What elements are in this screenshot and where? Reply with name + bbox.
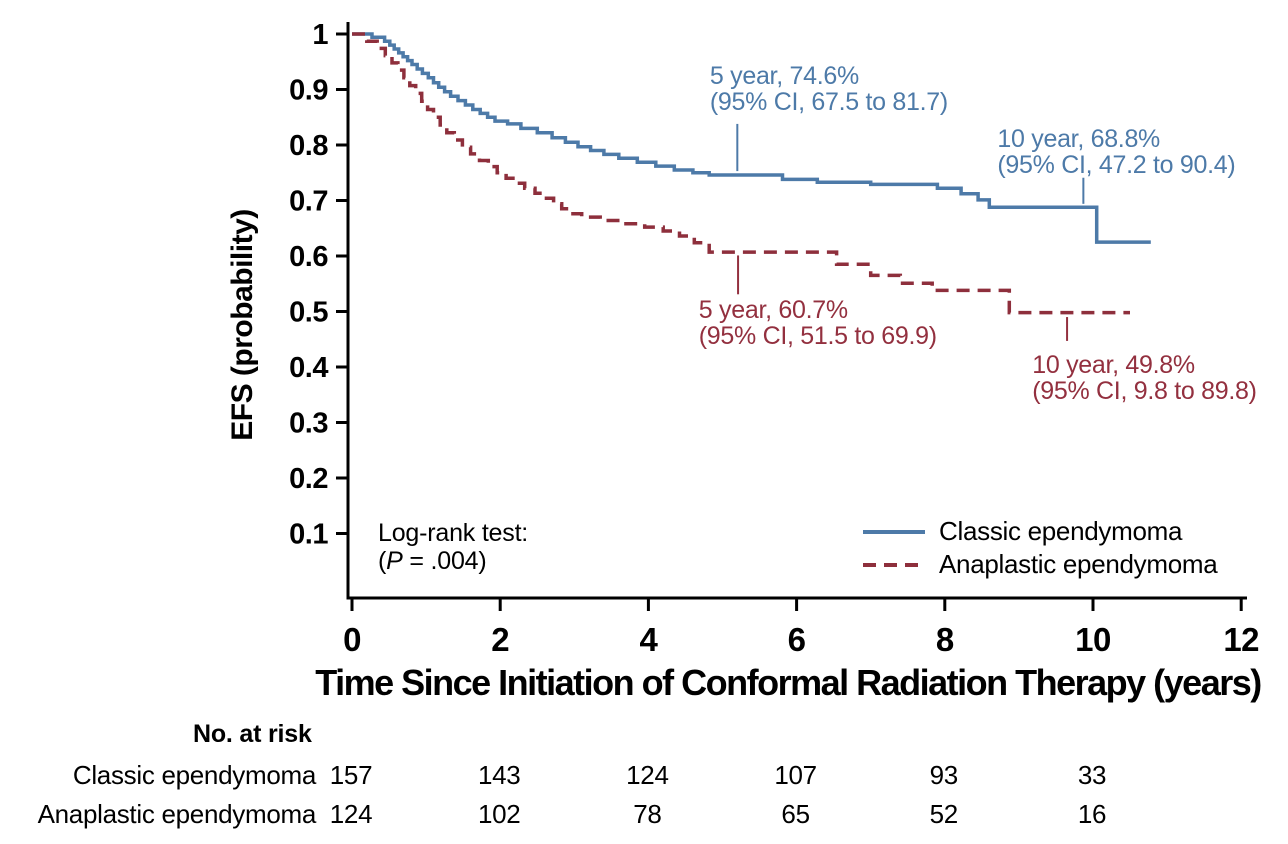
- classic-line-sample: [863, 529, 925, 534]
- risk-value: 52: [929, 799, 959, 829]
- annotation-line: (95% CI, 9.8 to 89.8): [1032, 377, 1257, 405]
- y-tick-label: 0.8: [289, 130, 328, 162]
- risk-value: 93: [929, 760, 959, 790]
- legend-item-anaplastic: Anaplastic ependymoma: [863, 548, 1218, 581]
- logrank-line1: Log-rank test:: [378, 519, 529, 547]
- annotation-line: 10 year, 68.8%: [997, 125, 1160, 154]
- x-tick-label: 12: [1223, 621, 1259, 658]
- annotation-line: (95% CI, 51.5 to 69.9): [698, 322, 937, 351]
- risk-value: 107: [774, 760, 817, 790]
- annotation-0: 5 year, 74.6% (95% CI, 67.5 to 81.7): [710, 63, 948, 115]
- x-tick-label: 4: [639, 621, 658, 658]
- risk-value: 78: [633, 799, 662, 829]
- x-tick-label: 8: [936, 621, 954, 658]
- x-tick-label: 10: [1075, 621, 1111, 658]
- y-tick-label: 0.1: [289, 519, 328, 551]
- x-tick-label: 2: [491, 621, 509, 658]
- classic-curve: [352, 32, 1151, 244]
- risk-value: 157: [329, 760, 373, 790]
- annotation-2: 5 year, 60.7% (95% CI, 51.5 to 69.9): [699, 297, 937, 349]
- y-tick-label: 0.7: [289, 186, 328, 218]
- risk-row-label-anaplastic: Anaplastic ependymoma: [37, 799, 317, 829]
- x-tick-label: 6: [788, 621, 806, 658]
- y-tick-label: 0.9: [289, 75, 328, 107]
- annotation-line: 10 year, 49.8%: [1032, 351, 1195, 379]
- risk-table-header: No. at risk: [193, 720, 312, 748]
- legend-label-classic: Classic ependymoma: [939, 516, 1183, 546]
- anaplastic-curve: [352, 32, 1130, 315]
- x-axis-title: Time Since Initiation of Conformal Radia…: [315, 662, 1262, 703]
- annotation-line: 5 year, 74.6%: [709, 61, 859, 90]
- risk-value: 33: [1077, 760, 1107, 790]
- x-tick-label: 0: [343, 621, 361, 658]
- annotation-1: 10 year, 68.8% (95% CI, 47.2 to 90.4): [997, 126, 1235, 178]
- risk-value: 16: [1077, 799, 1107, 829]
- logrank-line2: (P = .004): [378, 547, 487, 575]
- risk-value: 124: [329, 799, 373, 829]
- anaplastic-line-sample: [863, 562, 925, 567]
- risk-row-label-classic: Classic ependymoma: [72, 760, 316, 790]
- y-tick-label: 0.5: [289, 297, 328, 329]
- risk-value: 124: [626, 760, 669, 790]
- annotation-line: (95% CI, 47.2 to 90.4): [997, 151, 1236, 180]
- y-tick-label: 0.4: [289, 352, 328, 384]
- annotation-line: (95% CI, 67.5 to 81.7): [709, 87, 948, 116]
- y-tick-label: 0.3: [289, 408, 328, 440]
- annotation-line: 5 year, 60.7%: [698, 296, 848, 325]
- risk-value: 65: [781, 799, 810, 829]
- p-symbol: P: [386, 547, 403, 575]
- legend: Classic ependymoma Anaplastic ependymoma: [863, 515, 1218, 581]
- legend-item-classic: Classic ependymoma: [863, 515, 1217, 548]
- legend-label-anaplastic: Anaplastic ependymoma: [939, 549, 1218, 579]
- y-tick-label: 0.2: [289, 463, 328, 495]
- risk-value: 102: [477, 799, 521, 829]
- y-tick-label: 1: [312, 19, 328, 51]
- annotation-3: 10 year, 49.8% (95% CI, 9.8 to 89.8): [1032, 351, 1257, 405]
- y-tick-label: 0.6: [289, 241, 328, 273]
- risk-value: 143: [477, 760, 521, 790]
- logrank-note: Log-rank test: (P = .004): [378, 519, 528, 575]
- y-axis-title: EFS (probability): [226, 209, 259, 441]
